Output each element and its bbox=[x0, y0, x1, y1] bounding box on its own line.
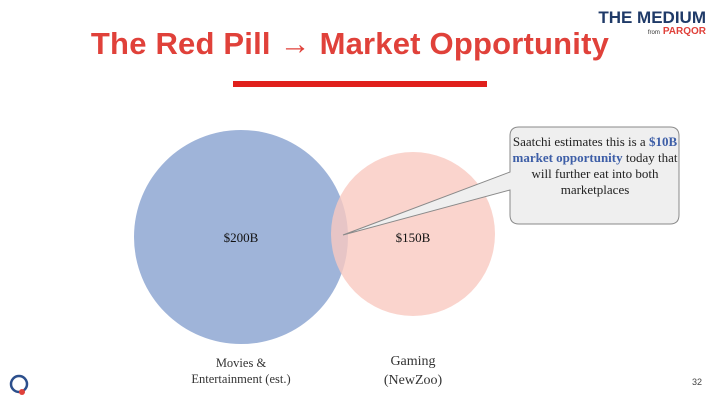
circle-value: $150B bbox=[395, 230, 431, 245]
page-number: 32 bbox=[692, 377, 703, 387]
brand-sub: from PARQOR bbox=[598, 26, 706, 37]
brand-from: from bbox=[647, 30, 660, 36]
footer-logo bbox=[9, 374, 29, 395]
caption-line: Entertainment (est.) bbox=[191, 372, 291, 386]
brand-name: THE MEDIUM bbox=[598, 8, 706, 27]
callout-part: Saatchi estimates this is a bbox=[512, 134, 649, 149]
logo-dot bbox=[19, 389, 25, 395]
circle-caption: Movies & Entertainment (est.) bbox=[191, 355, 290, 387]
brand: THE MEDIUM from PARQOR bbox=[598, 8, 706, 37]
title: The Red Pill → Market Opportunity bbox=[90, 26, 610, 61]
brand-parent: PARQOR bbox=[662, 26, 706, 37]
callout-highlight: $10B market opportunity bbox=[512, 134, 678, 165]
callout-text: Saatchi estimates this is a $10B market … bbox=[512, 134, 678, 198]
circle-value: $200B bbox=[223, 230, 259, 245]
caption-line: (NewZoo) bbox=[383, 373, 443, 388]
title-underline bbox=[233, 81, 487, 87]
callout-box bbox=[342, 126, 680, 236]
logo-ring bbox=[9, 374, 29, 394]
caption-line: Gaming bbox=[390, 354, 436, 369]
circle-caption: Gaming (NewZoo) bbox=[384, 352, 442, 390]
caption-line: Movies & bbox=[215, 356, 267, 370]
callout-part: today that will further eat into both ma… bbox=[531, 150, 678, 197]
circle-movies bbox=[134, 130, 348, 344]
